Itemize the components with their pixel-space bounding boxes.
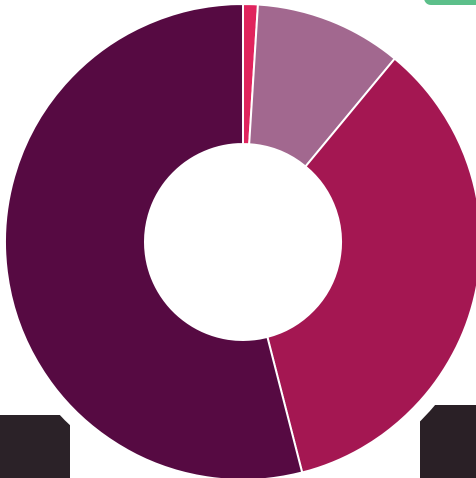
backdrop-right [420,405,476,478]
slice [266,57,476,474]
slice [4,2,304,478]
button-edge[interactable] [424,0,476,5]
donut [4,2,476,478]
backdrop-left [0,415,70,478]
